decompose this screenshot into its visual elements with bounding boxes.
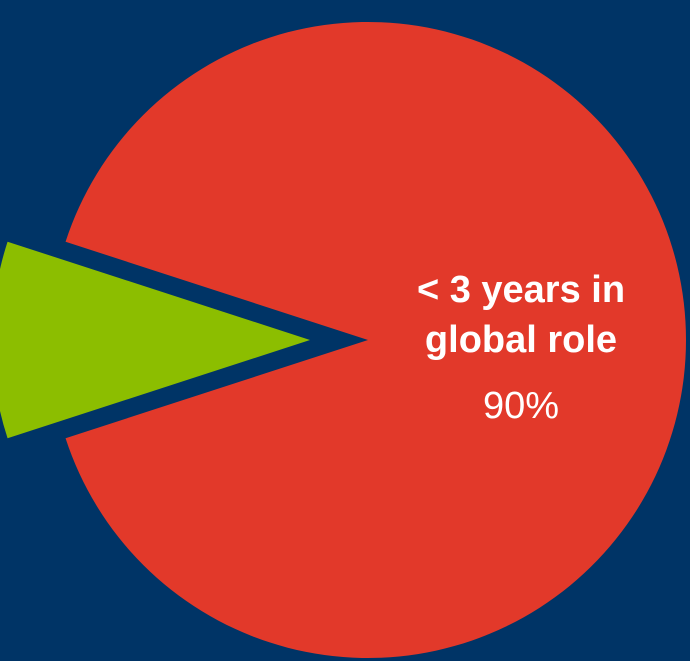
pie-slices xyxy=(0,21,686,658)
pie-slice-small xyxy=(0,241,310,439)
pie-slice-large xyxy=(65,21,686,658)
slice-label-line-2: global role xyxy=(425,319,617,361)
pie-labels: < 3 years in global role 90% xyxy=(417,269,625,427)
slice-label-line-1: < 3 years in xyxy=(417,269,625,311)
slice-value-label: 90% xyxy=(483,385,559,427)
